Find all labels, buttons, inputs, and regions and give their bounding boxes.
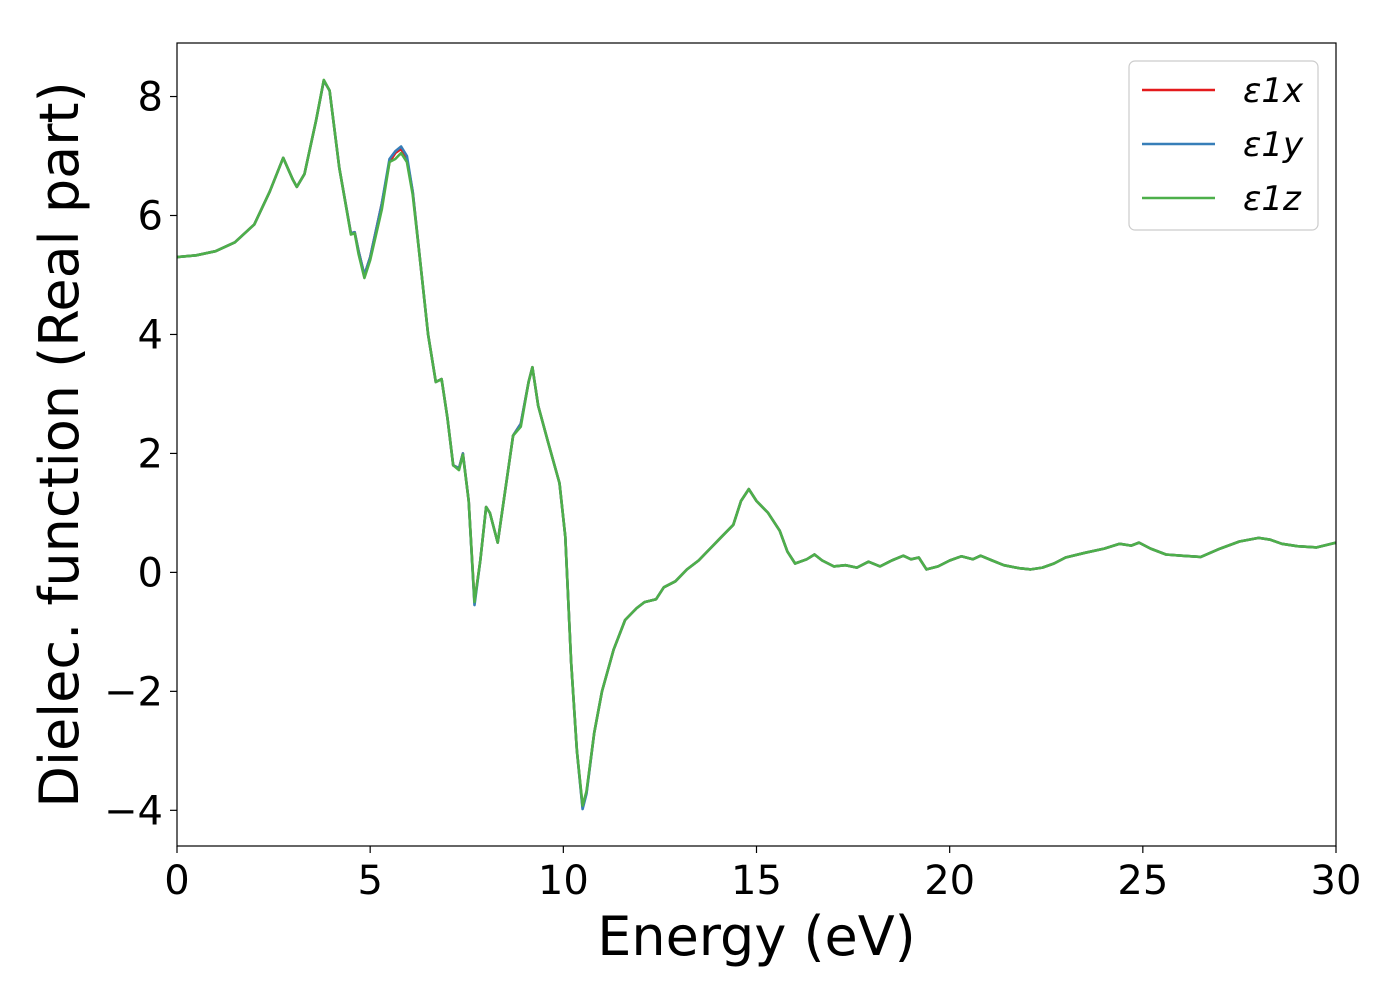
legend-item: ε1z <box>1142 179 1302 219</box>
y-tick-label: 6 <box>138 193 163 239</box>
y-tick-label: 2 <box>138 431 163 477</box>
x-tick-label: 30 <box>1311 858 1362 904</box>
legend-box <box>1128 60 1319 231</box>
legend-item: ε1y <box>1142 125 1304 165</box>
legend-items: ε1x ε1y ε1z <box>1142 71 1304 219</box>
x-axis-title: Energy (eV) <box>597 905 916 968</box>
x-tick-label: 15 <box>731 858 782 904</box>
y-axis-ticks: −4 −2 0 2 4 6 8 <box>104 75 177 834</box>
legend-label: ε1z <box>1243 179 1302 219</box>
y-tick-label: 8 <box>138 75 163 121</box>
x-axis-ticks: 0 5 10 15 20 25 30 <box>164 846 1361 904</box>
x-tick-label: 0 <box>164 858 189 904</box>
legend-label: ε1y <box>1243 125 1304 165</box>
y-tick-label: 4 <box>138 312 163 358</box>
series-layer <box>177 78 1336 811</box>
y-tick-label: 0 <box>138 550 163 596</box>
y-tick-label: −2 <box>104 669 163 715</box>
legend: ε1x ε1y ε1z <box>1128 60 1319 231</box>
legend-label: ε1x <box>1243 71 1304 111</box>
x-tick-label: 5 <box>357 858 382 904</box>
x-tick-label: 25 <box>1117 858 1168 904</box>
legend-item: ε1x <box>1142 71 1304 111</box>
y-tick-label: −4 <box>104 788 163 834</box>
series-line-3 <box>177 78 1336 807</box>
y-axis-title: Dielec. function (Real part) <box>28 81 91 807</box>
x-tick-label: 20 <box>924 858 975 904</box>
x-tick-label: 10 <box>538 858 589 904</box>
